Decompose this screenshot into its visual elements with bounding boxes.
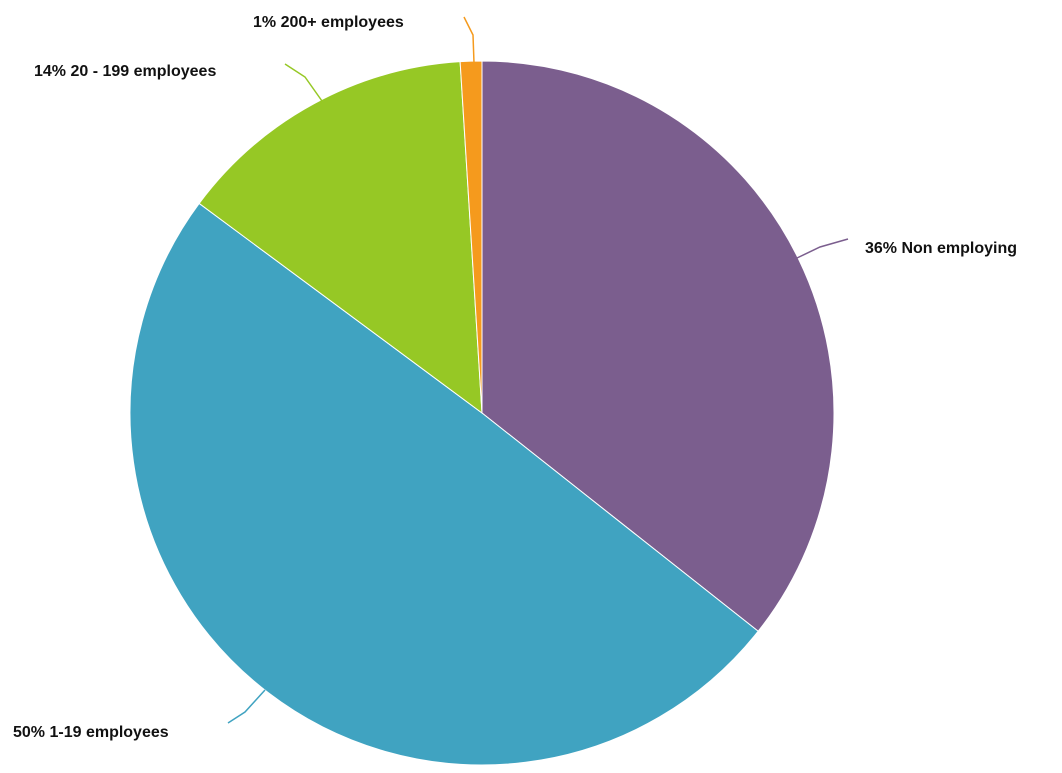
leader-line-20-199-employees: [284, 63, 323, 102]
leader-line-non-employing: [796, 238, 849, 259]
slice-label-non-employing: 36% Non employing: [865, 240, 1017, 257]
slice-label-1-19-employees: 50% 1-19 employees: [13, 724, 169, 741]
pie-slice-200-employees: [459, 60, 483, 414]
slice-label-200-employees: 1% 200+ employees: [253, 14, 404, 31]
leader-lines-layer: [227, 16, 849, 724]
pie-slice-non-employing: [481, 60, 835, 632]
slices-layer: [129, 60, 835, 766]
leader-line-200-employees: [463, 16, 475, 64]
slice-label-20-199-employees: 14% 20 - 199 employees: [34, 63, 216, 80]
leader-line-1-19-employees: [227, 689, 266, 724]
labels-layer: 36% Non employing 50% 1-19 employees 14% 2…: [13, 14, 1017, 741]
pie-slice-20-199-employees: [198, 61, 483, 415]
pie-slice-1-19-employees: [129, 202, 759, 766]
